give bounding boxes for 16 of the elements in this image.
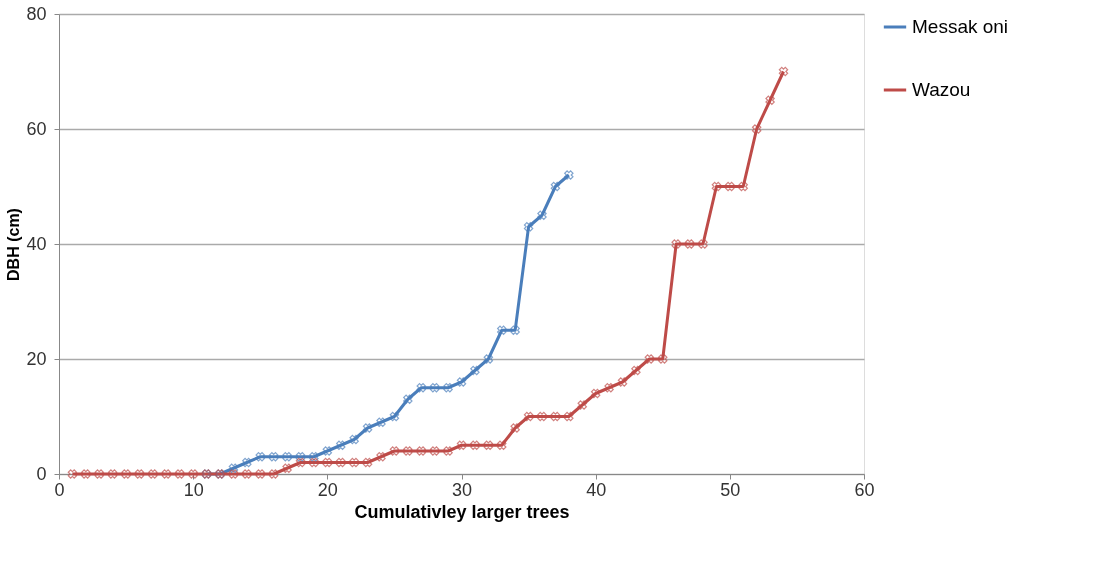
x-tick-label: 20	[317, 479, 338, 500]
legend-label: Wazou	[912, 79, 971, 100]
x-axis-title: Cumulativley larger trees	[354, 501, 570, 522]
x-tick-label: 0	[54, 479, 65, 500]
y-tick-label: 0	[36, 463, 47, 484]
y-axis-title: DBH (cm)	[5, 208, 23, 281]
y-tick-label: 60	[26, 118, 47, 139]
legend-label: Messak oni	[912, 16, 1009, 37]
x-tick-label: 50	[720, 479, 741, 500]
y-tick-label: 20	[26, 348, 47, 369]
x-tick-label: 30	[451, 479, 473, 500]
y-tick-label: 80	[26, 3, 47, 24]
x-tick-label: 40	[586, 479, 607, 500]
y-tick-label: 40	[26, 233, 47, 254]
x-tick-label: 60	[854, 479, 875, 500]
x-tick-label: 10	[183, 479, 204, 500]
